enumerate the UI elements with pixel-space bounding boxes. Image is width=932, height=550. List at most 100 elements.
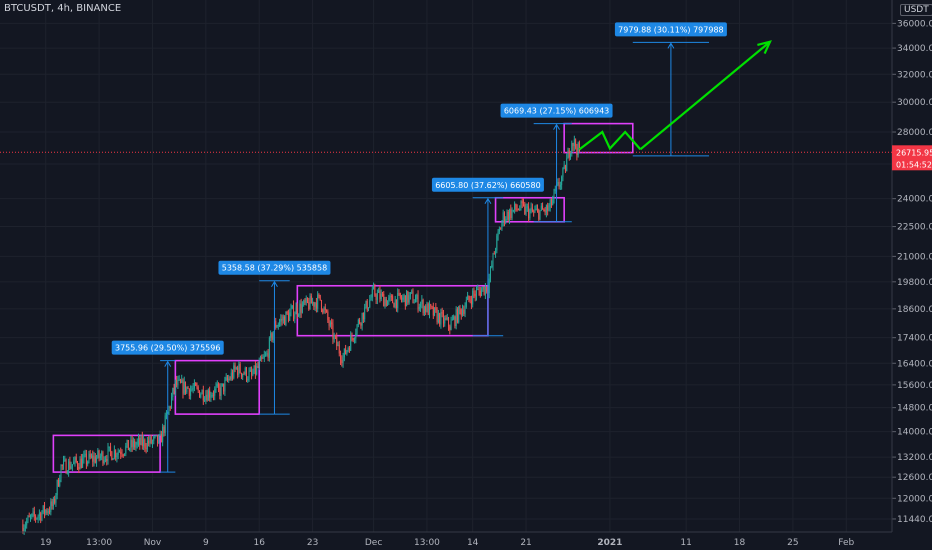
candle-body <box>520 201 522 210</box>
candle-body <box>430 304 432 307</box>
candle-body <box>409 292 411 296</box>
candle-body <box>144 439 146 448</box>
candle-body <box>356 324 358 334</box>
candle-body <box>253 365 255 374</box>
candle-body <box>75 457 77 463</box>
candle-body <box>434 307 436 316</box>
candle-body <box>362 312 364 320</box>
candle-body <box>200 394 202 398</box>
candle-body <box>525 206 527 214</box>
candle-body <box>237 367 239 376</box>
candle-body <box>374 286 376 296</box>
candle-body <box>417 294 419 310</box>
candle-body <box>474 293 476 297</box>
candle-body <box>442 313 444 324</box>
y-tick-label: 12600.00 <box>897 473 932 483</box>
candle-body <box>496 235 498 251</box>
candle-body <box>402 297 404 300</box>
y-tick-label: 14000.00 <box>897 428 932 438</box>
x-tick-label: Dec <box>365 538 382 548</box>
candle-body <box>509 209 511 220</box>
candle-body <box>468 295 470 300</box>
candle-body <box>553 190 555 200</box>
candle-body <box>171 396 173 408</box>
candle-body <box>530 207 532 211</box>
candle-body <box>327 311 329 320</box>
candle-body <box>287 313 289 321</box>
time-axis[interactable]: 19 13:00 Nov 9 16 23 Dec 13:00 14 21 2021 11 18 25 Feb <box>0 531 892 548</box>
candle-body <box>246 367 248 380</box>
candle-body <box>365 300 367 308</box>
candle-body <box>552 199 554 205</box>
measure-arrowhead <box>667 42 675 49</box>
candle-body <box>248 371 250 380</box>
candle-body <box>193 382 195 388</box>
candle-body <box>277 324 279 327</box>
candle-body <box>284 316 286 325</box>
candle-body <box>254 365 256 375</box>
candle-body <box>138 438 140 442</box>
candle-body <box>94 456 96 463</box>
x-tick-label: 19 <box>40 538 52 548</box>
candle-body <box>563 165 565 169</box>
candle-body <box>124 453 126 455</box>
candle-body <box>411 291 413 293</box>
candle-body <box>131 439 133 447</box>
currency-badge[interactable]: USDT <box>900 4 932 16</box>
candle-body <box>252 373 254 375</box>
candle-body <box>301 304 303 313</box>
candle-body <box>198 390 200 398</box>
candle-body <box>146 440 148 450</box>
candle-body <box>188 388 190 396</box>
candle-body <box>59 479 61 487</box>
candle-body <box>426 303 428 312</box>
candle-body <box>312 302 314 304</box>
candle-body <box>290 308 292 313</box>
candle-body <box>573 139 575 147</box>
candle-body <box>272 331 274 340</box>
candle-body <box>295 306 297 315</box>
candle-body <box>373 286 375 289</box>
candle-body <box>446 317 448 320</box>
y-tick-label: 12000.00 <box>897 494 932 504</box>
candle-body <box>505 219 507 223</box>
candle-body <box>127 439 129 451</box>
x-tick-label: 25 <box>787 538 798 548</box>
candle-body <box>367 307 369 311</box>
candle-body <box>491 265 493 268</box>
candle-body <box>130 439 132 449</box>
candle-body <box>243 373 245 375</box>
candle-body <box>544 209 546 213</box>
candle-body <box>328 319 330 326</box>
candle-body <box>449 326 451 330</box>
candle-body <box>275 321 277 328</box>
price-axis[interactable]: 11440.00 12000.00 12600.00 13200.00 14000.00… <box>0 0 932 532</box>
candle-body <box>310 296 312 304</box>
candle-body <box>366 300 368 311</box>
candle-body <box>559 185 561 187</box>
candle-body <box>439 313 441 325</box>
measure-tools: 3755.96 (29.50%) 375596 5358.58 (37.29%) … <box>111 22 727 473</box>
candle-body <box>333 335 335 340</box>
candle-body <box>543 209 545 211</box>
candle-body <box>214 388 216 396</box>
candle-body <box>115 450 117 458</box>
candle-body <box>132 440 134 447</box>
candle-body <box>562 168 564 177</box>
candle-body <box>412 291 414 303</box>
y-tick-label: 22500.00 <box>897 223 932 233</box>
candle-body <box>215 386 217 389</box>
candle-body <box>219 387 221 396</box>
candle-body <box>169 406 171 408</box>
candle-body <box>155 435 157 437</box>
candle-body <box>179 379 181 383</box>
candle-body <box>407 290 409 303</box>
candle-body <box>568 150 570 158</box>
measure-label: 5358.58 (37.29%) 535858 <box>222 264 327 273</box>
candle-body <box>235 367 237 369</box>
measure-arrowhead <box>484 197 492 205</box>
candle-body <box>92 455 94 462</box>
candle-body <box>401 297 403 300</box>
candle-body <box>230 372 232 380</box>
